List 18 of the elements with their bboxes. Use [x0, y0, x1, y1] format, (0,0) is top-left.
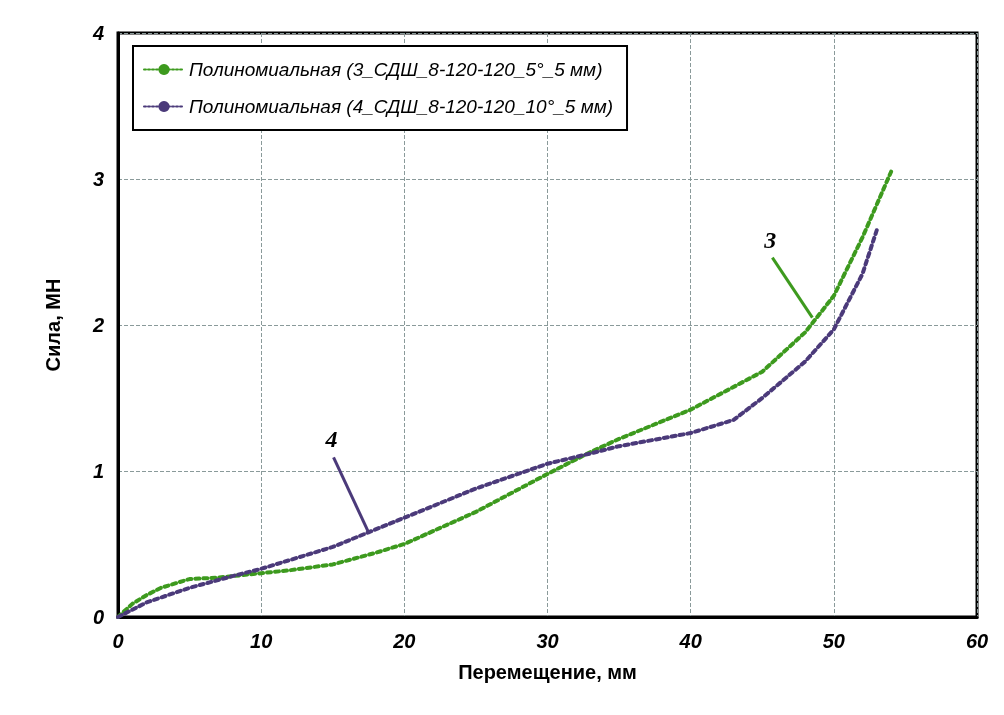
x-tick-label: 10 — [250, 630, 273, 652]
x-axis-title: Перемещение, мм — [458, 661, 637, 683]
y-tick-label: 1 — [92, 460, 104, 482]
annotation: 4 — [324, 426, 338, 453]
y-tick-label: 0 — [92, 606, 104, 628]
legend-label: Полиномиальная (3_СДШ_8-120-120_5°_5 мм) — [189, 59, 603, 80]
x-tick-label: 50 — [822, 630, 845, 652]
x-tick-label: 20 — [392, 630, 416, 652]
y-axis-title: Сила, МН — [42, 278, 64, 372]
annotation: 3 — [763, 226, 777, 253]
x-tick-label: 40 — [678, 630, 702, 652]
y-tick-label: 3 — [92, 168, 104, 190]
y-tick-label: 2 — [91, 314, 104, 336]
y-tick-label: 4 — [91, 22, 104, 44]
x-tick-label: 30 — [536, 630, 559, 652]
x-tick-label: 0 — [112, 630, 124, 652]
x-tick-label: 60 — [965, 630, 989, 652]
legend-label: Полиномиальная (4_СДШ_8-120-120_10°_5 мм) — [189, 96, 614, 117]
